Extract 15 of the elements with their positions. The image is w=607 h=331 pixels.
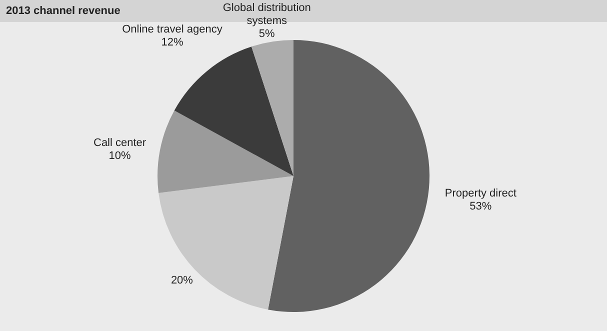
pie-slice <box>158 110 294 194</box>
slice-label: Property direct <box>444 188 516 200</box>
pie-slice <box>251 40 294 176</box>
slice-label: Global distribution systems <box>222 2 311 27</box>
data-label: 53% <box>470 200 492 213</box>
data-label: 5% <box>258 28 276 40</box>
pie-slice <box>268 40 430 312</box>
slice-label: Call center <box>93 136 146 149</box>
data-label: 20% <box>170 274 194 287</box>
slice-label: Online travel agency <box>122 23 223 36</box>
pie-slice <box>158 176 294 310</box>
pie-slice <box>174 46 294 176</box>
data-label: 10% <box>108 150 131 162</box>
chart-title: 2013 channel revenue <box>6 5 120 17</box>
data-label: 12% <box>161 36 184 48</box>
